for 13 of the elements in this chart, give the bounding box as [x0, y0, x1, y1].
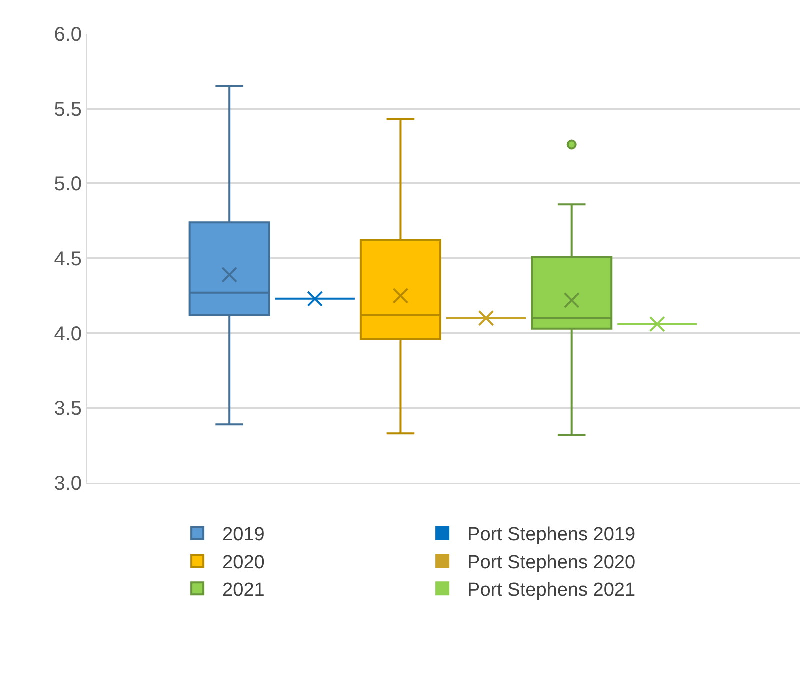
legend-label: 2020: [222, 552, 265, 574]
legend-label: Port Stephens 2019: [468, 524, 636, 546]
y-tick-label: 5.5: [54, 98, 82, 121]
y-tick-label: 5.0: [54, 174, 82, 196]
legend-label: Port Stephens 2021: [468, 580, 636, 602]
y-tick-label: 4.5: [54, 248, 82, 270]
legend-label: 2019: [222, 524, 265, 546]
y-tick-label: 3.5: [54, 398, 82, 420]
y-tick-label: 6.0: [54, 24, 82, 46]
legend-label: Port Stephens 2020: [468, 552, 636, 574]
legend-label: 2021: [222, 580, 265, 602]
y-tick-label: 4.0: [54, 323, 82, 346]
y-tick-label: 3.0: [54, 473, 82, 495]
